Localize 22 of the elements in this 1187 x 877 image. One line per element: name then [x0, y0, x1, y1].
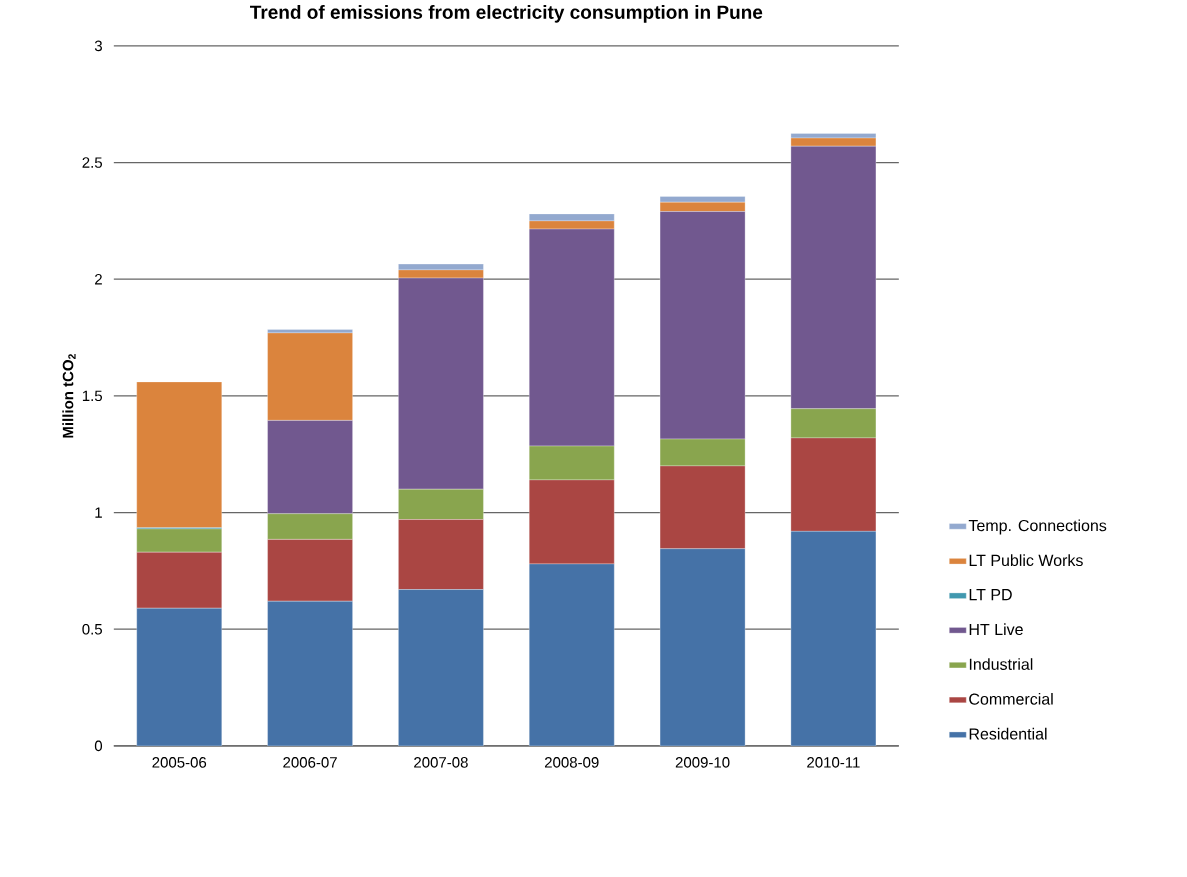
chart-title: Trend of emissions from electricity consumption in Pune	[250, 5, 763, 23]
x-tick-label: 2008-09	[544, 757, 599, 768]
legend-label: Industrial	[969, 658, 1033, 671]
y-tick-label: 2.5	[82, 157, 103, 169]
legend-label: LT Public Works	[969, 554, 1083, 567]
y-tick-label: 2	[95, 274, 102, 285]
legend-label: Temp. Connections	[968, 519, 1107, 535]
x-tick-label: 2005-06	[152, 757, 207, 768]
y-tick-label: 0.5	[82, 624, 103, 635]
y-tick-label: 3	[94, 40, 102, 52]
legend-label: Residential	[969, 728, 1047, 740]
x-tick-label: 2006-07	[283, 757, 337, 768]
text: Million tCO$_{2}$	[62, 354, 76, 438]
legend-label: Commercial	[969, 693, 1053, 705]
x-tick-label: 2007-08	[414, 757, 468, 768]
legend-label: LT PD	[969, 589, 1012, 601]
x-tick-label: 2010-11	[807, 757, 860, 768]
y-tick-label: 1.5	[82, 390, 103, 402]
y-tick-label: 0	[94, 740, 103, 752]
legend-label: HT Live	[969, 623, 1023, 636]
y-tick-label: 1	[95, 507, 102, 518]
x-tick-label: 2009-10	[675, 757, 730, 768]
